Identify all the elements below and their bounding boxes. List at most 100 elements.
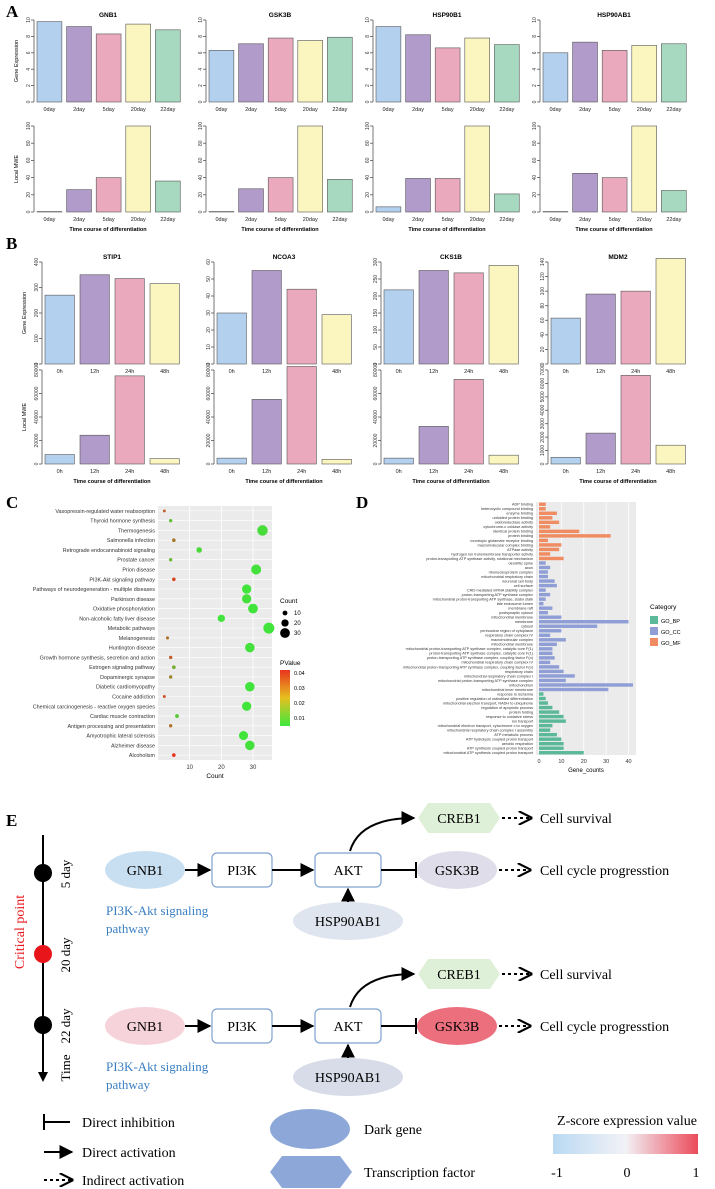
c-term-label: Oxidative phosphorylation bbox=[93, 607, 155, 613]
a-ge-hsp90ab1-xtick-label: 2day bbox=[579, 107, 591, 113]
a-lm-gsk3b-bar bbox=[238, 188, 264, 213]
d-bar bbox=[539, 660, 551, 665]
zscore-title: Z-score expression value bbox=[557, 1114, 697, 1129]
a-lm-hsp90ab1-ytick-label: 60 bbox=[532, 157, 538, 163]
a-lm-gnb1-bar bbox=[95, 177, 122, 213]
d-term-label: protein binding bbox=[508, 534, 533, 538]
b-ge-ncoa3-ytick-label: 0 bbox=[206, 362, 212, 365]
a-ge-hsp90b1-xtick-label: 2day bbox=[412, 107, 424, 113]
b-lm-mdm2-bar bbox=[620, 375, 651, 465]
b-ge-ncoa3-ytick-label: 20 bbox=[206, 327, 212, 333]
a-ge-hsp90ab1-bar bbox=[542, 52, 569, 103]
d-term-label: mitochondrial ATP synthesis coupled prot… bbox=[443, 751, 534, 755]
b-ge-ncoa3-ytick-label: 50 bbox=[206, 276, 212, 282]
d-legend-label: GO_MF bbox=[661, 641, 681, 647]
d-term-label: membrane raft bbox=[508, 607, 534, 611]
b-lm-mdm2-bar bbox=[655, 444, 686, 465]
a-lm-hsp90b1-xtick-label: 5day bbox=[442, 217, 454, 223]
a-ge-hsp90b1-xtick-label: 22day bbox=[499, 107, 514, 113]
node-gnb1-bottom bbox=[105, 1007, 185, 1045]
c-term-label: Alcoholism bbox=[129, 753, 156, 759]
a-ge-gnb1-ytick-label: 2 bbox=[26, 84, 32, 87]
b-ge-stip1-ytick-label: 400 bbox=[34, 258, 40, 267]
d-term-label: mitochondrial membrane bbox=[491, 643, 533, 647]
a-lm-hsp90ab1-ytick-label: 100 bbox=[532, 122, 538, 131]
b-lm-ncoa3-ytick-label: 60000 bbox=[206, 386, 212, 400]
node-creb1-bottom bbox=[418, 959, 500, 989]
a-lm-gsk3b-xtick-label: 0day bbox=[215, 217, 227, 223]
a-lm-gsk3b-xtick-label: 2day bbox=[245, 217, 257, 223]
a-lm-gnb1-xtick-label: 22day bbox=[160, 217, 175, 223]
c-xlabel: Count bbox=[206, 773, 224, 780]
d-term-label: hydrogen ion transmembrane transporter a… bbox=[451, 552, 533, 556]
d-term-label: cytochrome-c oxidase activity bbox=[483, 525, 533, 529]
a-lm-hsp90ab1-ytick-label: 40 bbox=[532, 175, 538, 181]
d-bar bbox=[539, 669, 564, 674]
c-dot bbox=[172, 538, 176, 543]
a-ge-hsp90ab1-xtick-label: 20day bbox=[637, 107, 652, 113]
d-bar bbox=[539, 507, 546, 511]
a-ge-hsp90ab1-ytick-label: 8 bbox=[532, 35, 538, 38]
d-bar bbox=[539, 610, 548, 615]
d-term-label: mitochondrial electron transport, cytoch… bbox=[438, 724, 533, 728]
timeline-label-20day: 20 day bbox=[58, 937, 73, 973]
b-lm-ncoa3-bar bbox=[251, 399, 282, 465]
b-ge-cks1b-ytick-label: 0 bbox=[373, 362, 379, 365]
b-ge-cks1b-ytick-label: 200 bbox=[373, 292, 379, 301]
b-lm-cks1b-ytick-label: 80000 bbox=[373, 363, 379, 377]
b-lm-mdm2-bar bbox=[585, 432, 616, 465]
c-term-label: Pathways of neurodegeneration - multiple… bbox=[33, 587, 156, 593]
a-lm-gnb1-bar bbox=[125, 125, 151, 213]
a-ge-hsp90ab1-title: HSP90AB1 bbox=[597, 12, 631, 19]
d-term-label: cell surface bbox=[514, 584, 533, 588]
d-xtick-label: 40 bbox=[625, 759, 631, 765]
b-lm-stip1-ytick-label: 0 bbox=[34, 462, 40, 465]
b-ge-ncoa3-title: NCOA3 bbox=[273, 254, 296, 261]
c-term-label: Antigen processing and presentation bbox=[67, 724, 155, 730]
node-gsk3b-bottom-label: GSK3B bbox=[435, 1020, 479, 1035]
a-ge-hsp90b1-bar bbox=[434, 47, 461, 103]
d-bar bbox=[539, 588, 546, 592]
a-lm-gsk3b-xtick-label: 22day bbox=[332, 217, 347, 223]
node-gsk3b-top-label: GSK3B bbox=[435, 864, 479, 879]
node-hsp90ab1-top-label: HSP90AB1 bbox=[315, 915, 381, 930]
node-hsp90ab1-bottom-label: HSP90AB1 bbox=[315, 1071, 381, 1086]
a-ge-gnb1-xtick-label: 5day bbox=[103, 107, 115, 113]
c-size-legend-dot bbox=[281, 619, 289, 627]
d-bar bbox=[539, 601, 544, 606]
a-ge-hsp90b1-ytick-label: 2 bbox=[365, 84, 371, 87]
a-lm-gsk3b-ytick-label: 100 bbox=[198, 122, 204, 131]
b-lm-stip1-xtick-label: 0h bbox=[57, 469, 63, 475]
a-ge-gnb1-ytick-label: 6 bbox=[26, 51, 32, 54]
a-lm-gsk3b-ytick-label: 0 bbox=[198, 210, 204, 213]
a-ge-gsk3b-ytick-label: 2 bbox=[198, 84, 204, 87]
a-lm-gsk3b-xtick-label: 20day bbox=[303, 217, 318, 223]
d-xtick-label: 0 bbox=[537, 759, 540, 765]
b-lm-stip1-bar bbox=[149, 458, 180, 465]
d-bar bbox=[539, 529, 580, 534]
b-lm-mdm2-bar bbox=[550, 456, 581, 465]
b-ge-mdm2-ytick-label: 140 bbox=[540, 258, 546, 267]
b-ge-stip1-title: STIP1 bbox=[103, 254, 121, 261]
d-term-label: mitochondrial respiratory chain bbox=[481, 575, 533, 579]
a-lm-gnb1-xtick-label: 5day bbox=[103, 217, 115, 223]
c-color-legend-label: 0.03 bbox=[294, 686, 305, 692]
d-xtick-label: 30 bbox=[603, 759, 609, 765]
d-term-label: protein folding bbox=[509, 710, 533, 714]
b-lm-mdm2-xlabel: Time course of differentiation bbox=[579, 479, 657, 485]
a-ge-hsp90ab1-bar bbox=[572, 41, 598, 103]
b-lm-ncoa3-ytick-label: 80000 bbox=[206, 363, 212, 377]
a-lm-gsk3b-ytick-label: 80 bbox=[198, 140, 204, 146]
a-ge-hsp90b1-ytick-label: 4 bbox=[365, 68, 371, 71]
a-lm-hsp90ab1-ytick-label: 80 bbox=[532, 140, 538, 146]
d-term-label: unfolded protein binding bbox=[492, 516, 533, 520]
c-size-legend-label: 30 bbox=[294, 631, 301, 637]
b-ge-stip1-bar bbox=[114, 278, 145, 365]
a-ge-gsk3b-xtick-label: 2day bbox=[245, 107, 257, 113]
b-lm-mdm2-ytick-label: 0 bbox=[540, 462, 546, 465]
edge-akt-creb1-top bbox=[349, 811, 416, 852]
a-lm-gsk3b-bar bbox=[327, 179, 353, 213]
d-legend-swatch bbox=[650, 638, 658, 646]
a-ge-gnb1-ylabel: Gene Expression bbox=[14, 40, 20, 82]
a-lm-hsp90b1-ytick-label: 60 bbox=[365, 157, 371, 163]
